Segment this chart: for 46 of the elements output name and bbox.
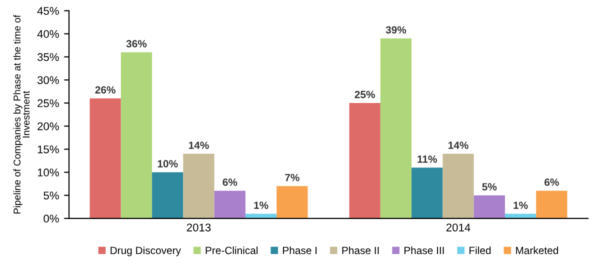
legend-label: Filed xyxy=(470,246,491,254)
bar xyxy=(120,52,152,218)
y-tick-label: 25% xyxy=(38,99,59,108)
data-label: 5% xyxy=(482,183,497,191)
legend-label: Pre-Clinical xyxy=(206,246,258,254)
y-tick-label: 0% xyxy=(44,214,59,223)
y-tick-label: 20% xyxy=(38,122,59,130)
data-label: 6% xyxy=(222,178,238,186)
data-label: 6% xyxy=(544,178,559,186)
data-label: 36% xyxy=(126,40,147,48)
data-label: 10% xyxy=(158,160,178,168)
x-tick-label: 2013 xyxy=(186,224,211,232)
bar xyxy=(214,190,246,218)
bar xyxy=(412,168,443,218)
data-label: 26% xyxy=(95,86,116,94)
y-tick-label: 15% xyxy=(38,146,59,154)
bar xyxy=(183,154,214,218)
legend-label: Phase I xyxy=(283,246,317,254)
bar xyxy=(276,186,308,218)
legend-label: Phase II xyxy=(342,246,379,254)
data-label: 39% xyxy=(386,26,406,34)
bar xyxy=(349,103,380,218)
data-label: 14% xyxy=(448,142,468,149)
y-tick-label: 5% xyxy=(44,192,59,200)
y-tick-label: 30% xyxy=(37,76,59,84)
bar xyxy=(380,38,412,218)
bar xyxy=(536,190,568,218)
legend-label: Phase III xyxy=(404,246,444,254)
y-tick-label: 45% xyxy=(37,7,59,15)
data-label: 25% xyxy=(354,90,375,98)
bar xyxy=(152,172,184,218)
y-tick-label: 40% xyxy=(37,30,59,38)
data-label: 1% xyxy=(254,202,268,209)
y-tick-label: 10% xyxy=(38,168,59,176)
legend-label: Marketed xyxy=(516,246,558,254)
data-label: 7% xyxy=(285,174,300,182)
y-axis-title: Pipeline of Companies by Phase at the time of Investment xyxy=(13,14,30,214)
bar xyxy=(474,195,505,218)
legend-label: Drug Discovery xyxy=(110,246,181,256)
y-tick-label: 35% xyxy=(37,53,59,62)
bar xyxy=(442,154,474,218)
data-label: 1% xyxy=(514,202,528,209)
data-label: 14% xyxy=(188,142,209,149)
x-tick-label: 2014 xyxy=(446,224,470,232)
bar xyxy=(90,98,121,218)
data-label: 11% xyxy=(418,155,437,163)
